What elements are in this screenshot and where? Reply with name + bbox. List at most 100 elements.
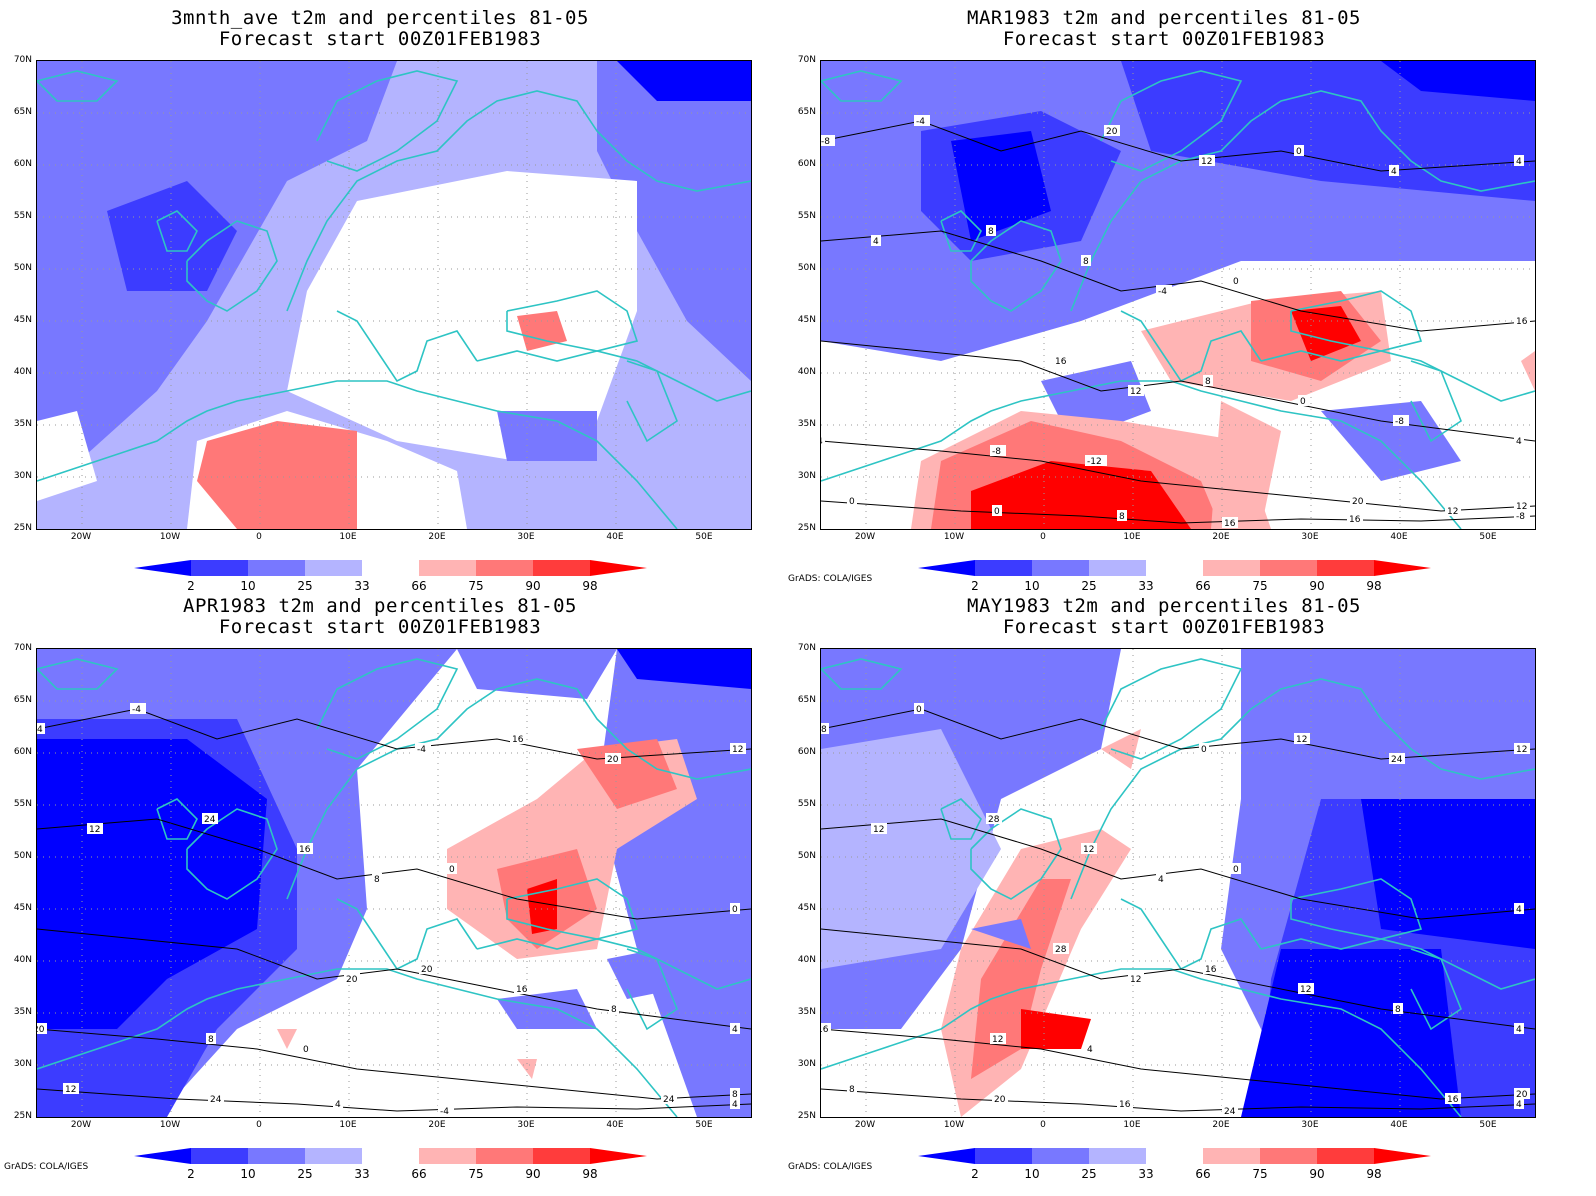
lat-label: 25N	[797, 1111, 816, 1121]
colorbar-swatch	[1260, 560, 1317, 576]
contour-label: 16	[1445, 1093, 1461, 1105]
percentile-shading	[1521, 351, 1535, 391]
contour-label: 0	[301, 1043, 311, 1055]
lon-label: 10W	[159, 1120, 181, 1130]
panel-title-line1: APR1983 t2m and percentiles 81-05	[183, 595, 577, 617]
coastline	[156, 210, 198, 252]
contour-label: 12	[1294, 733, 1310, 745]
colorbar-label: 25	[1081, 579, 1097, 593]
contour-label: 16	[1053, 355, 1069, 367]
contour-label: 20	[1104, 125, 1120, 137]
contour-label: 12	[990, 1033, 1006, 1045]
lat-label: 35N	[13, 419, 32, 429]
contour-label: -8	[990, 445, 1006, 457]
panel-title: MAY1983 t2m and percentiles 81-05 Forecas…	[784, 596, 1544, 638]
svg-text:8: 8	[1205, 377, 1211, 387]
panel-title-line1: 3mnth_ave t2m and percentiles 81-05	[171, 7, 589, 29]
map-plot: -4040448881212161620242024208416122024-4…	[36, 648, 752, 1118]
colorbar-label: 66	[1195, 1167, 1211, 1181]
coastline	[1070, 90, 1535, 312]
svg-text:0: 0	[303, 1045, 309, 1055]
contour-label: 12	[1514, 500, 1530, 512]
colorbar-label: 10	[240, 1167, 256, 1181]
contour-label: 4	[1514, 903, 1524, 915]
colorbar-label: 90	[1309, 1167, 1325, 1181]
percentile-shading	[107, 181, 237, 291]
coastline	[37, 658, 119, 690]
contour-label: 8	[1117, 510, 1127, 522]
contour-label: 8	[609, 1003, 619, 1015]
colorbar-swatch	[975, 560, 1032, 576]
percentile-shading	[971, 879, 1071, 1079]
colorbar-label: 75	[468, 1167, 484, 1181]
contour-label: 8	[986, 225, 996, 237]
contour-label: 0	[992, 505, 1002, 517]
map-panel-apr: APR1983 t2m and percentiles 81-05 Forecas…	[0, 588, 780, 1181]
svg-text:-8: -8	[992, 447, 1001, 457]
contour-label: 0	[1231, 863, 1241, 875]
lat-label: 35N	[797, 419, 816, 429]
contour-label: -12	[1085, 455, 1107, 467]
svg-text:4: 4	[1516, 437, 1522, 447]
lon-label: 30E	[1301, 1120, 1319, 1130]
lat-label: 65N	[797, 695, 816, 705]
colorbar-swatch	[975, 1148, 1032, 1164]
contour-label: 8	[847, 1083, 857, 1095]
lon-label: 50E	[695, 1120, 713, 1130]
lon-label: 10E	[1123, 1120, 1141, 1130]
percentile-shading	[497, 989, 597, 1029]
svg-text:16: 16	[1224, 519, 1236, 529]
percentile-shading	[1291, 306, 1361, 361]
lat-label: 30N	[13, 1059, 32, 1069]
contour-label: 8	[1393, 1003, 1403, 1015]
colorbar-label: 75	[1252, 1167, 1268, 1181]
svg-text:0: 0	[1233, 865, 1239, 875]
contour-label: 20	[1514, 1088, 1530, 1100]
percentile-shading	[287, 171, 637, 461]
svg-text:8: 8	[821, 725, 827, 735]
colorbar-label: 10	[240, 579, 256, 593]
contour-label: 20	[605, 753, 621, 765]
contour-label: 12	[1128, 973, 1144, 985]
percentile-shading	[821, 729, 1001, 969]
svg-text:20: 20	[607, 755, 619, 765]
svg-text:12: 12	[1516, 502, 1527, 512]
coastline	[1410, 360, 1462, 443]
svg-text:4: 4	[873, 237, 879, 247]
colorbar-swatch	[248, 560, 305, 576]
panel-title: MAR1983 t2m and percentiles 81-05 Forecas…	[784, 8, 1544, 50]
lat-label: 45N	[797, 903, 816, 913]
contour-label: 0	[914, 703, 924, 715]
coastline	[821, 70, 903, 102]
svg-text:20: 20	[1352, 497, 1364, 507]
colorbar-swatch	[1317, 560, 1374, 576]
contour-label: 8	[1081, 255, 1091, 267]
contour-label: 4	[1085, 1043, 1095, 1055]
contour-label: 16	[514, 983, 530, 995]
svg-text:0: 0	[916, 705, 922, 715]
svg-text:8: 8	[611, 1005, 617, 1015]
coastline	[1100, 658, 1243, 760]
lat-label: 70N	[13, 643, 32, 653]
svg-text:4: 4	[820, 437, 823, 447]
lat-label: 65N	[13, 695, 32, 705]
colorbar-label: 25	[1081, 1167, 1097, 1181]
lat-label: 25N	[13, 523, 32, 533]
map-plot: 0 0 4 4 4 8 4 8 12 8 12 12 12 16 20 24 28 16 20 16 12 12 12 16 2…	[820, 648, 1536, 1118]
lon-label: 10E	[339, 532, 357, 542]
colorbar-swatch	[1146, 560, 1203, 576]
percentile-shading	[197, 421, 357, 529]
lon-label: 20W	[854, 1120, 876, 1130]
coastline	[37, 70, 119, 102]
contour-label: 12	[871, 823, 887, 835]
percentile-shading	[1121, 61, 1535, 201]
coastline	[1410, 948, 1462, 1031]
svg-text:4: 4	[1516, 1100, 1522, 1110]
svg-text:4: 4	[1516, 1025, 1522, 1035]
svg-text:0: 0	[732, 905, 738, 915]
svg-text:20: 20	[1516, 1090, 1528, 1100]
contour-line	[821, 1028, 1535, 1100]
svg-text:16: 16	[1349, 515, 1361, 525]
lon-label: 0	[1040, 1120, 1046, 1130]
contour-label: 16	[297, 843, 313, 855]
